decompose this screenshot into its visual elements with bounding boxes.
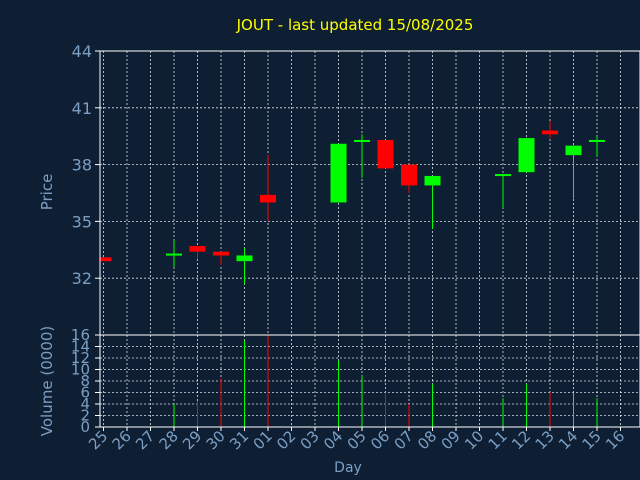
x-tick-label: 09 [438,427,464,453]
candle-body [589,139,605,142]
volume-grid [100,334,640,428]
x-tick-label: 07 [391,427,417,453]
price-plot-frame [99,50,640,336]
volume-tick-label: 6 [80,384,90,402]
x-axis-label: Day [334,460,362,476]
x-tick-label: 03 [297,427,323,453]
volume-tick-label: 0 [80,418,90,436]
x-tick-label: 31 [226,427,252,453]
price-tick-label: 35 [72,212,92,231]
x-tick-label: 16 [602,427,628,453]
volume-tick-label: 14 [71,338,90,356]
x-tick-label: 02 [273,427,299,453]
candle-body [100,257,112,262]
x-tick-label: 28 [156,427,182,453]
price-candles [100,121,605,284]
candle-body [189,246,206,252]
x-tick-label: 27 [132,427,158,453]
volume-tick-label: 4 [80,395,90,413]
candle-body [330,143,347,203]
price-tick-label: 44 [72,42,92,61]
candle-body [518,138,535,173]
x-tick-label: 15 [579,427,605,453]
x-tick-labels: 2526272829303101020304050607080910111213… [85,427,628,453]
price-tick-label: 38 [72,156,92,175]
volume-tick-label: 10 [71,361,90,379]
volume-bars [173,335,598,427]
candle-body [354,139,370,142]
candle-body [166,253,182,256]
volume-axis-label: Volume (0000) [38,326,56,436]
x-tick-label: 08 [414,427,440,453]
x-tick-label: 14 [555,427,581,453]
candle-body [236,255,253,262]
price-tick-labels: 32 35 38 41 44 [72,42,100,288]
volume-tick-label: 2 [80,407,90,425]
price-tick-label: 32 [72,269,92,288]
candle-body [565,145,582,156]
x-tick-label: 11 [485,427,511,453]
candle-body [542,130,558,135]
x-tick-label: 29 [179,427,205,453]
volume-tick-label: 16 [71,326,90,344]
volume-tick-label: 12 [71,349,90,367]
candle-body [424,175,441,186]
x-tick-label: 04 [320,427,346,453]
x-tick-label: 12 [508,427,534,453]
x-tick-label: 13 [532,427,558,453]
candle-body [213,251,229,256]
chart-title: JOUT - last updated 15/08/2025 [236,16,474,34]
x-tick-label: 26 [109,427,135,453]
candle-body [260,194,276,203]
volume-tick-label: 8 [80,372,90,390]
x-tick-label: 06 [367,427,393,453]
candle-body [377,139,394,169]
x-tick-label: 05 [344,427,370,453]
price-axis-label: Price [38,174,56,211]
candle-body [495,174,511,177]
candle-body [401,164,417,186]
x-tick-label: 30 [203,427,229,453]
price-tick-label: 41 [72,99,92,118]
price-grid [100,50,640,335]
x-tick-label: 10 [461,427,487,453]
x-tick-label: 01 [250,427,276,453]
